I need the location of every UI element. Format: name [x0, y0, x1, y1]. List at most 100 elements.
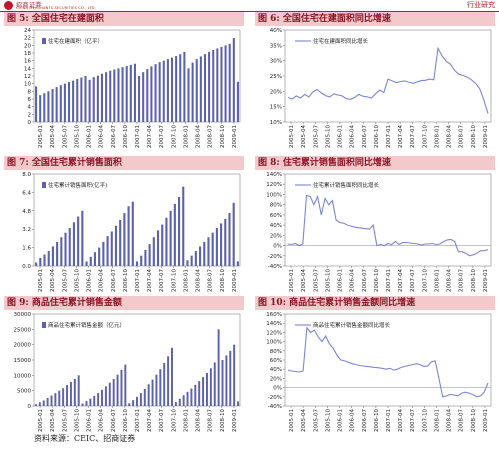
- y-tick-label: 15000: [14, 358, 32, 364]
- x-tick-label: 2007-07: [159, 409, 165, 432]
- y-tick-label: 6.4: [22, 190, 31, 196]
- x-tick-label: 2006-01: [87, 125, 93, 148]
- x-tick-label: 2005-04: [50, 269, 56, 292]
- report-category: 行业研究: [467, 1, 495, 9]
- bar: [139, 393, 142, 406]
- bar: [174, 402, 177, 406]
- y-tick-label: 140%: [266, 172, 282, 178]
- bar: [151, 379, 154, 406]
- bar: [50, 395, 53, 406]
- y-tick-label: 4: [28, 105, 32, 111]
- x-tick-label: 2006-01: [87, 409, 93, 432]
- bar: [89, 256, 92, 266]
- legend-swatch: [42, 38, 46, 44]
- y-tick-label: 10000: [14, 373, 32, 379]
- figure-9-chart: 0 5000 10000 15000 20000 25000 30000 2005-01 200…: [14, 312, 241, 432]
- bar: [136, 396, 138, 406]
- x-tick-label: 2005-01: [289, 409, 295, 432]
- bar: [190, 255, 193, 266]
- bar: [146, 69, 149, 122]
- x-tick-label: 2007-04: [398, 409, 404, 432]
- bar: [127, 206, 130, 266]
- y-tick-label: 120%: [266, 182, 282, 188]
- bar: [43, 93, 46, 122]
- bar: [51, 246, 54, 266]
- x-tick-label: 2008-07: [459, 125, 465, 148]
- x-tick-label: 2007-01: [386, 125, 392, 148]
- bar: [158, 62, 161, 122]
- x-tick-label: 2007-04: [147, 125, 153, 148]
- x-tick-label: 2005-04: [301, 125, 307, 148]
- bar: [233, 344, 236, 406]
- x-tick-label: 2008-07: [459, 409, 465, 432]
- x-tick-label: 2007-07: [159, 269, 165, 292]
- x-tick-label: 2007-07: [410, 125, 416, 148]
- x-tick-label: 2006-10: [374, 125, 380, 148]
- y-tick-label: 22: [24, 36, 31, 42]
- bar: [72, 80, 75, 122]
- x-tick-label: 2006-07: [362, 269, 368, 292]
- legend-label: 商品住宅累计销售金额同比增长: [313, 321, 391, 329]
- x-tick-label: 2007-10: [422, 409, 428, 432]
- bar: [212, 49, 215, 122]
- y-tick-label: 20000: [14, 343, 32, 349]
- bar: [69, 382, 72, 406]
- figure-7-panel: 图 7: 全国住宅累计销售面积 0.0 1.6 3.2 4.8 6.4 8.0 2005-0…: [4, 156, 244, 294]
- bar: [51, 89, 54, 122]
- bar: [100, 73, 104, 122]
- bar: [183, 51, 186, 122]
- bar: [199, 56, 202, 123]
- bar: [39, 95, 42, 122]
- y-tick-label: 160%: [266, 312, 282, 318]
- x-tick-label: 2007-10: [422, 269, 428, 292]
- y-tick-label: 0: [28, 120, 32, 126]
- bar: [128, 403, 131, 406]
- bar: [42, 400, 45, 406]
- bar: [124, 364, 127, 406]
- bar: [228, 213, 231, 266]
- x-tick-label: 2006-04: [99, 269, 105, 292]
- x-tick-label: 2008-10: [220, 409, 226, 432]
- bar: [163, 363, 166, 406]
- bar: [129, 64, 132, 122]
- x-tick-label: 2005-04: [301, 269, 307, 292]
- x-tick-label: 2005-07: [313, 125, 319, 148]
- bar: [98, 247, 101, 266]
- x-tick-label: 2008-01: [434, 269, 440, 292]
- y-tick-label: 100%: [266, 340, 282, 346]
- bar: [225, 355, 228, 406]
- x-tick-label: 2008-01: [434, 125, 440, 148]
- figure-9-title: 图 9: 商品住宅累计销售金额: [4, 296, 244, 310]
- bar: [76, 79, 79, 122]
- figure-8-chart: -40% -20% 0% 20% 40% 60% 80% 100% 120% 140% 2005-0…: [266, 172, 492, 292]
- x-tick-label: 2005-10: [74, 409, 80, 432]
- brand-logo-icon: [4, 1, 13, 10]
- y-tick-label: -20%: [268, 395, 282, 401]
- y-tick-label: 18: [24, 51, 31, 57]
- x-tick-label: 2007-07: [159, 125, 165, 148]
- bar: [92, 77, 95, 122]
- x-tick-label: 2006-10: [374, 409, 380, 432]
- x-tick-label: 2005-01: [289, 125, 295, 148]
- bar: [195, 59, 198, 122]
- x-tick-label: 2006-10: [374, 269, 380, 292]
- bar: [97, 393, 100, 406]
- legend-label: 住宅在建面积同比增长: [313, 37, 369, 45]
- bar: [114, 225, 118, 266]
- bar: [68, 228, 71, 266]
- x-tick-label: 2007-10: [171, 409, 177, 432]
- x-tick-label: 2006-01: [338, 269, 344, 292]
- bar: [47, 91, 50, 122]
- bar: [167, 356, 170, 406]
- x-tick-label: 2005-04: [50, 125, 56, 148]
- x-tick-label: 2008-07: [459, 269, 465, 292]
- bar: [43, 254, 46, 266]
- y-tick-label: 80%: [270, 349, 282, 355]
- y-tick-label: 25%: [270, 74, 282, 80]
- x-tick-label: 2008-10: [471, 269, 477, 292]
- figure-10-panel: 图 10: 商品住宅累计销售金额同比增速 -40% -20% 0% 20% 40% 60%…: [255, 296, 495, 434]
- x-tick-label: 2005-04: [50, 409, 56, 432]
- bar: [109, 70, 112, 122]
- bar: [228, 43, 231, 122]
